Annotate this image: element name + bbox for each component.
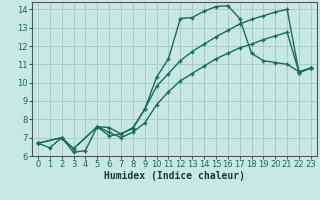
X-axis label: Humidex (Indice chaleur): Humidex (Indice chaleur) xyxy=(104,171,245,181)
